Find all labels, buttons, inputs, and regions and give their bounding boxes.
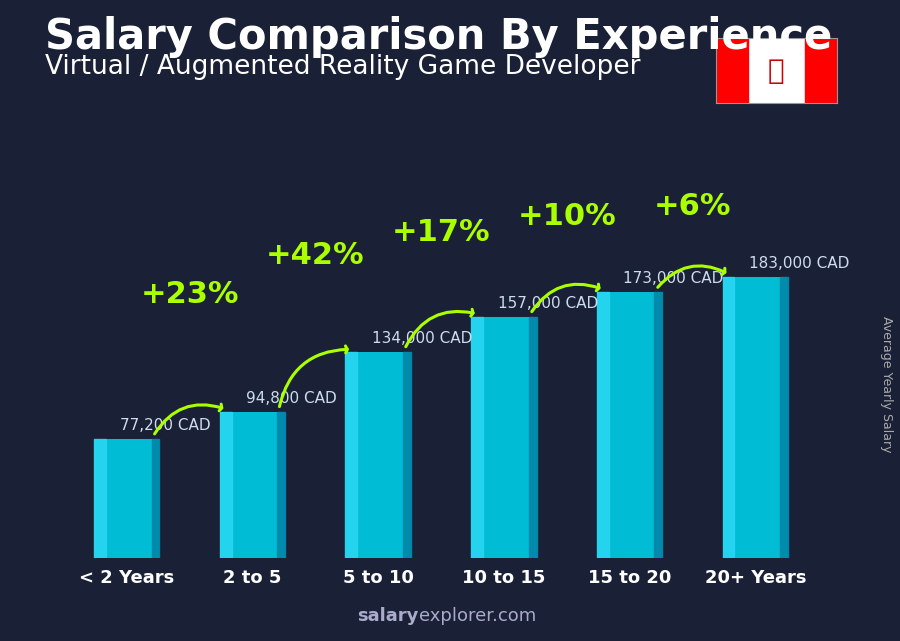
Text: 173,000 CAD: 173,000 CAD bbox=[624, 271, 724, 287]
Text: 94,800 CAD: 94,800 CAD bbox=[246, 391, 337, 406]
Text: Salary Comparison By Experience: Salary Comparison By Experience bbox=[45, 16, 832, 58]
Bar bbox=[528, 317, 536, 558]
Bar bbox=[94, 439, 106, 558]
Bar bbox=[346, 353, 410, 558]
Bar bbox=[597, 292, 662, 558]
Bar bbox=[220, 412, 285, 558]
Bar bbox=[472, 317, 536, 558]
Text: +42%: +42% bbox=[266, 241, 364, 270]
Text: salary: salary bbox=[357, 607, 418, 625]
Bar bbox=[403, 353, 410, 558]
Text: 183,000 CAD: 183,000 CAD bbox=[749, 256, 850, 271]
Bar bbox=[277, 412, 285, 558]
Text: 157,000 CAD: 157,000 CAD bbox=[498, 296, 598, 311]
Bar bbox=[723, 277, 788, 558]
Text: +23%: +23% bbox=[140, 280, 238, 309]
Bar bbox=[94, 439, 159, 558]
Bar bbox=[654, 292, 662, 558]
Text: Average Yearly Salary: Average Yearly Salary bbox=[880, 317, 893, 453]
Bar bbox=[151, 439, 159, 558]
Text: +10%: +10% bbox=[518, 203, 617, 231]
Bar bbox=[723, 277, 734, 558]
Bar bbox=[346, 353, 357, 558]
Text: 134,000 CAD: 134,000 CAD bbox=[372, 331, 472, 346]
Text: 🍁: 🍁 bbox=[768, 56, 785, 85]
Text: +17%: +17% bbox=[392, 218, 491, 247]
Bar bbox=[220, 412, 231, 558]
Bar bbox=[716, 38, 748, 103]
Bar bbox=[597, 292, 608, 558]
Text: explorer.com: explorer.com bbox=[418, 607, 536, 625]
Bar bbox=[805, 38, 837, 103]
Bar bbox=[472, 317, 483, 558]
Bar bbox=[780, 277, 788, 558]
Text: Virtual / Augmented Reality Game Developer: Virtual / Augmented Reality Game Develop… bbox=[45, 54, 641, 81]
Text: 77,200 CAD: 77,200 CAD bbox=[121, 418, 212, 433]
Text: +6%: +6% bbox=[653, 192, 731, 221]
